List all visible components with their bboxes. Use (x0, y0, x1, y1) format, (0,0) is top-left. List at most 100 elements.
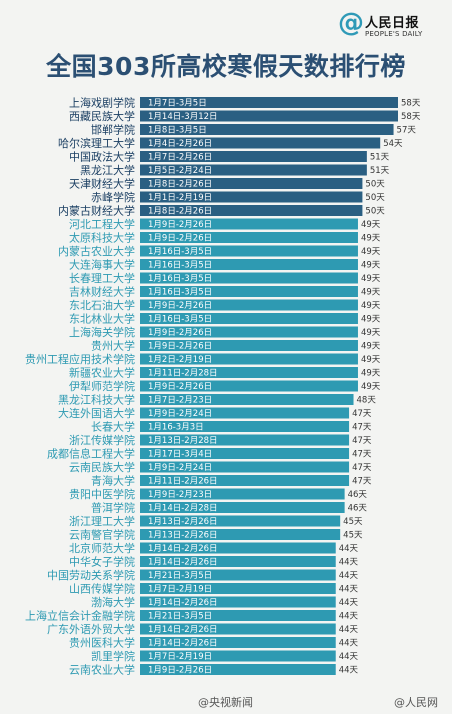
date-range-label: 1月9日-2月26日 (148, 342, 212, 352)
date-range-label: 1月14日-3月12日 (148, 112, 218, 122)
date-range-label: 1月11日-2月28日 (148, 369, 218, 379)
chart-row: 浙江传媒学院 1月13日-2月28日 47天 (69, 433, 372, 447)
chart-row: 普洱学院 1月14日-2月28日 46天 (91, 501, 367, 515)
bar (140, 556, 336, 567)
chart-row: 成都信息工程大学 1月17日-3月4日 47天 (47, 447, 372, 461)
chart-row: 中华女子学院 1月14日-2月26日 44天 (69, 555, 359, 569)
chart-row: 西藏民族大学 1月14日-3月12日 58天 (69, 109, 421, 123)
category-label: 山西传媒学院 (69, 582, 135, 596)
date-range-label: 1月16日-3月5日 (148, 288, 212, 298)
value-label: 44天 (339, 585, 359, 595)
bar (140, 178, 363, 189)
chart-row: 云南农业大学 1月9日-2月26日 44天 (69, 663, 359, 677)
value-label: 44天 (339, 571, 359, 581)
date-range-label: 1月9日-2月26日 (148, 220, 212, 230)
category-label: 贵州工程应用技术学院 (25, 352, 135, 366)
footer-source-right: @人民网 (394, 696, 438, 709)
value-label: 49天 (361, 301, 381, 311)
category-label: 中国劳动关系学院 (47, 568, 135, 582)
value-label: 49天 (361, 234, 381, 244)
bar (140, 542, 336, 554)
category-label: 上海海关学院 (69, 325, 135, 339)
bar (140, 353, 358, 365)
category-label: 云南警官学院 (69, 528, 135, 542)
chart-row: 北京师范大学 1月14日-2月26日 44天 (69, 541, 359, 555)
value-label: 44天 (339, 612, 359, 622)
bar (140, 367, 358, 378)
chart-row: 贵州工程应用技术学院 1月2日-2月19日 49天 (25, 352, 381, 366)
category-label: 中华女子学院 (69, 555, 135, 569)
category-label: 天津财经大学 (69, 177, 135, 191)
category-label: 广东外语外贸大学 (47, 622, 135, 636)
bar (140, 623, 336, 635)
category-label: 贵州大学 (91, 339, 135, 353)
chart-row: 长春理工大学 1月16日-3月5日 49天 (69, 271, 381, 285)
value-label: 47天 (352, 436, 372, 446)
bar (140, 529, 341, 540)
chart-row: 贵阳中医学院 1月9日-2月23日 46天 (69, 487, 367, 501)
date-range-label: 1月9日-2月26日 (148, 301, 212, 311)
brand-logo: @ 人民日报 PEOPLE'S DAILY (338, 8, 448, 42)
bar (140, 407, 350, 419)
value-label: 57天 (397, 126, 417, 136)
value-label: 44天 (339, 639, 359, 649)
value-label: 50天 (365, 207, 385, 217)
value-label: 51天 (370, 166, 390, 176)
date-range-label: 1月17日-3月4日 (148, 450, 212, 460)
value-label: 45天 (343, 517, 363, 527)
value-label: 44天 (339, 544, 359, 554)
bar (140, 569, 336, 581)
chart-row: 山西传媒学院 1月7日-2月19日 44天 (69, 582, 359, 596)
bar (140, 245, 358, 257)
chart-row: 云南民族大学 1月9日-2月24日 47天 (69, 460, 372, 474)
value-label: 44天 (339, 625, 359, 635)
category-label: 上海戏剧学院 (69, 96, 135, 110)
bar (140, 326, 358, 338)
date-range-label: 1月7日-2月26日 (148, 153, 212, 163)
chart-row: 赤峰学院 1月1日-2月19日 50天 (91, 190, 385, 204)
value-label: 51天 (370, 153, 390, 163)
value-label: 45天 (343, 531, 363, 541)
bar (140, 110, 398, 122)
date-range-label: 1月16日-3月5日 (148, 261, 212, 271)
bar (140, 313, 358, 324)
value-label: 47天 (352, 450, 372, 460)
date-range-label: 1月7日-2月19日 (148, 585, 212, 595)
date-range-label: 1月9日-2月26日 (148, 234, 212, 244)
chart-row: 上海立信会计金融学院 1月21日-3月5日 44天 (25, 609, 359, 623)
bar (140, 434, 350, 446)
category-label: 河北工程大学 (69, 217, 135, 231)
chart-row: 内蒙古财经大学 1月8日-2月26日 50天 (58, 204, 385, 218)
category-label: 新疆农业大学 (69, 366, 135, 380)
chart-row: 中国政法大学 1月7日-2月26日 51天 (69, 150, 390, 164)
bar (140, 515, 341, 527)
value-label: 49天 (361, 342, 381, 352)
date-range-label: 1月16日-3月5日 (148, 247, 212, 257)
bar (140, 475, 350, 486)
bar (140, 394, 354, 405)
category-label: 凯里学院 (91, 649, 135, 663)
bar (140, 664, 336, 675)
category-label: 长春大学 (91, 420, 135, 434)
category-label: 云南农业大学 (69, 663, 135, 677)
chart-row: 贵州大学 1月9日-2月26日 49天 (91, 339, 381, 353)
value-label: 50天 (365, 180, 385, 190)
date-range-label: 1月7日-2月19日 (148, 652, 212, 662)
date-range-label: 1月13日-2月26日 (148, 517, 218, 527)
value-label: 49天 (361, 288, 381, 298)
category-label: 东北林业大学 (69, 312, 135, 326)
category-label: 大连外国语大学 (58, 406, 135, 420)
category-label: 内蒙古农业大学 (58, 244, 135, 258)
chart-row: 贵州医科大学 1月14日-2月26日 44天 (69, 636, 359, 650)
date-range-label: 1月8日-2月26日 (148, 207, 212, 217)
value-label: 44天 (339, 652, 359, 662)
chart-row: 东北石油大学 1月9日-2月26日 49天 (69, 298, 381, 312)
bar (140, 340, 358, 351)
value-label: 58天 (401, 99, 421, 109)
chart-row: 云南警官学院 1月13日-2月26日 45天 (69, 528, 363, 542)
bar (140, 650, 336, 662)
value-label: 54天 (383, 139, 403, 149)
date-range-label: 1月8日-2月26日 (148, 180, 212, 190)
footer-source-left: @央视新闻 (198, 696, 253, 709)
date-range-label: 1月5日-2月24日 (148, 166, 212, 176)
